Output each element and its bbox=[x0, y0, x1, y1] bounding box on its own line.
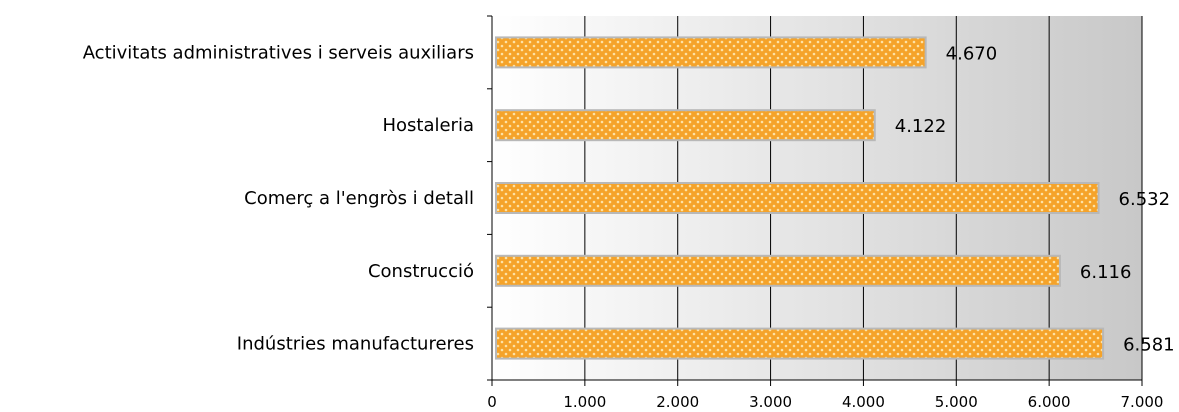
bar bbox=[495, 109, 876, 142]
x-tick-label: 1.000 bbox=[563, 393, 606, 411]
x-tick-label: 4.000 bbox=[842, 393, 885, 411]
value-label: 6.116 bbox=[1080, 262, 1132, 283]
labels: 0 1.000 2.000 3.000 4.000 5.000 6.000 7.000 Acti… bbox=[83, 42, 1175, 411]
bars bbox=[495, 36, 1105, 360]
axes bbox=[487, 15, 1143, 386]
x-tick-label: 3.000 bbox=[749, 393, 792, 411]
x-tick-label: 5.000 bbox=[935, 393, 978, 411]
bar bbox=[495, 36, 927, 69]
bar bbox=[495, 254, 1061, 287]
bar bbox=[495, 182, 1100, 214]
category-label: Construcció bbox=[368, 261, 474, 282]
value-label: 4.122 bbox=[895, 116, 947, 137]
category-label: Comerç a l'engròs i detall bbox=[244, 188, 474, 209]
value-label: 4.670 bbox=[946, 43, 998, 64]
x-tick-label: 0 bbox=[487, 393, 497, 411]
category-label: Indústries manufactureres bbox=[237, 334, 474, 355]
x-tick-label: 7.000 bbox=[1121, 393, 1164, 411]
x-tick-label: 6.000 bbox=[1028, 393, 1071, 411]
x-tick-label: 2.000 bbox=[656, 393, 699, 411]
category-label: Activitats administratives i serveis aux… bbox=[83, 42, 474, 63]
value-label: 6.532 bbox=[1119, 189, 1171, 210]
bar bbox=[495, 327, 1105, 360]
value-label: 6.581 bbox=[1123, 335, 1175, 356]
category-label: Hostaleria bbox=[382, 115, 474, 136]
